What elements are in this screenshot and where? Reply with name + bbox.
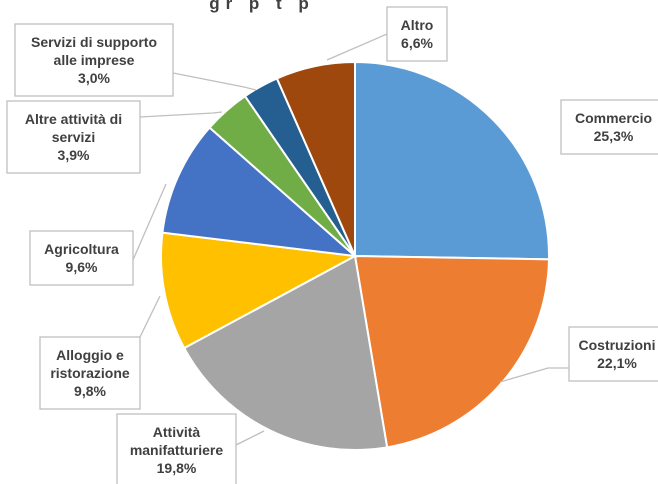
data-label-costruzioni: Costruzioni 22,1% [499, 326, 658, 383]
pie-slices [160, 60, 550, 451]
data-label-attivita-manifatturiere: Attività manifatturiere 19,8% [116, 413, 265, 484]
leader-line-altro [326, 33, 388, 61]
leader-line-costruzioni [499, 367, 569, 383]
chart-title-fragment: gr p t p [209, 0, 315, 13]
data-label-name-alloggio-e-ristorazione: ristorazione [50, 365, 130, 381]
data-label-name-altro: Altro [401, 17, 434, 33]
data-label-value-altro: 6,6% [401, 35, 433, 51]
data-label-name-alloggio-e-ristorazione: Alloggio e [56, 347, 124, 363]
data-label-value-agricoltura: 9,6% [66, 259, 98, 275]
data-label-altro: Altro 6,6% [326, 6, 448, 62]
data-label-value-altre-attivita-di-servizi: 3,9% [58, 147, 90, 163]
data-label-value-alloggio-e-ristorazione: 9,8% [74, 383, 106, 399]
data-label-name-altre-attivita-di-servizi: servizi [52, 129, 96, 145]
data-label-altre-attivita-di-servizi: Altre attività di servizi 3,9% [6, 100, 223, 174]
data-labels: Commercio 25,3% Costruzioni 22,1% Attività ma… [6, 6, 658, 484]
data-label-name-attivita-manifatturiere: Attività [153, 424, 201, 440]
data-label-alloggio-e-ristorazione: Alloggio e ristorazione 9,8% [39, 295, 161, 410]
data-label-value-commercio: 25,3% [594, 128, 634, 144]
data-label-box-servizi-di-supporto-alle-imprese [14, 23, 174, 97]
data-label-value-servizi-di-supporto-alle-imprese: 3,0% [78, 70, 110, 86]
data-label-name-attivita-manifatturiere: manifatturiere [130, 442, 224, 458]
data-label-box-commercio [560, 99, 658, 155]
pie-slice-costruzioni [353, 254, 550, 449]
data-label-box-costruzioni [568, 326, 658, 382]
leader-line-altre-attivita-di-servizi [139, 111, 223, 118]
data-label-commercio: Commercio 25,3% [560, 99, 658, 155]
data-label-name-costruzioni: Costruzioni [579, 337, 656, 353]
data-label-name-servizi-di-supporto-alle-imprese: alle imprese [54, 52, 135, 68]
data-label-name-agricoltura: Agricoltura [44, 241, 119, 257]
pie-slice-commercio [354, 60, 550, 261]
leader-line-servizi-di-supporto-alle-imprese [172, 72, 257, 91]
data-label-value-costruzioni: 22,1% [597, 355, 637, 371]
pie-slice-attivita-manifatturiere [182, 254, 389, 451]
leader-line-attivita-manifatturiere [235, 430, 265, 446]
pie-slice-agricoltura [161, 126, 359, 258]
leader-line-alloggio-e-ristorazione [139, 295, 161, 338]
data-label-name-altre-attivita-di-servizi: Altre attività di [25, 111, 122, 127]
data-label-box-attivita-manifatturiere [116, 413, 237, 484]
data-label-value-attivita-manifatturiere: 19,8% [157, 460, 197, 476]
data-label-name-servizi-di-supporto-alle-imprese: Servizi di supporto [31, 34, 157, 50]
data-label-box-altre-attivita-di-servizi [6, 100, 141, 174]
data-label-box-altro [386, 6, 448, 62]
data-label-box-alloggio-e-ristorazione [39, 336, 141, 410]
pie-slice-altro [275, 60, 356, 257]
pie-slice-alloggio-e-ristorazione [160, 231, 359, 350]
data-label-agricoltura: Agricoltura 9,6% [29, 183, 167, 286]
data-label-box-agricoltura [29, 230, 134, 286]
leader-line-agricoltura [132, 183, 167, 261]
data-label-name-commercio: Commercio [575, 110, 652, 126]
data-label-servizi-di-supporto-alle-imprese: Servizi di supporto alle imprese 3,0% [14, 23, 257, 97]
